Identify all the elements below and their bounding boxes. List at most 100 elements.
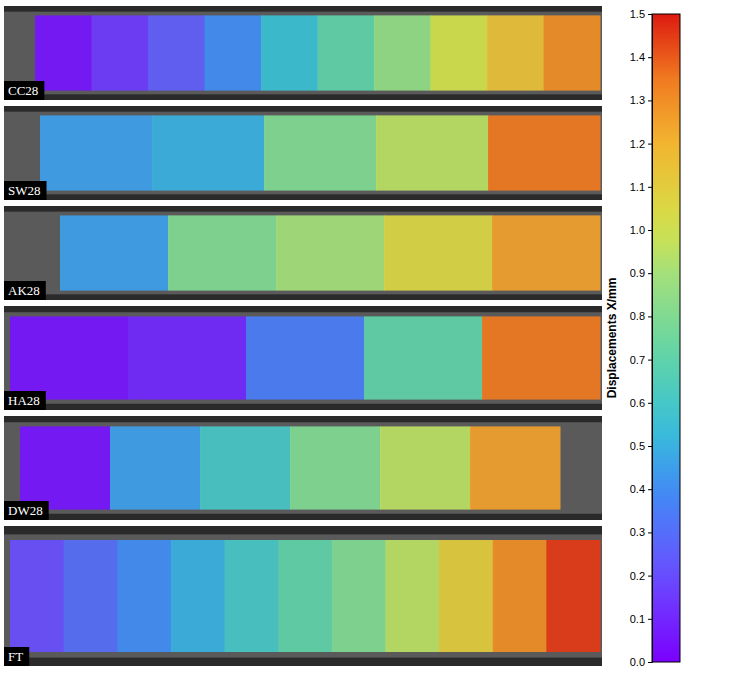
specimen-photo	[4, 534, 602, 657]
displacement-band	[364, 316, 483, 399]
tick-label: 0.8	[630, 310, 645, 322]
tick: 0.5	[630, 440, 652, 452]
tick-mark	[648, 273, 652, 274]
tick-label: 0.2	[630, 570, 645, 582]
displacement-band	[92, 15, 149, 90]
separator	[4, 202, 602, 204]
displacement-band	[40, 115, 153, 190]
tick: 0.7	[630, 354, 652, 366]
tick-mark	[648, 619, 652, 620]
specimen-panel: FT	[4, 526, 602, 666]
tick-label: 1.4	[630, 51, 645, 63]
tick: 1.1	[630, 181, 652, 193]
displacement-band	[276, 215, 385, 290]
colorbar-title: Displacements X/mm	[605, 278, 619, 399]
displacement-field	[10, 316, 601, 399]
displacement-field	[10, 540, 601, 652]
displacement-field	[60, 215, 601, 290]
displacement-band	[110, 426, 201, 509]
tick: 1.5	[630, 8, 652, 20]
tick-label: 0.5	[630, 440, 645, 452]
displacement-band	[225, 540, 279, 652]
tick: 0.6	[630, 397, 652, 409]
specimen-label: DW28	[8, 503, 43, 518]
tick: 0.4	[630, 483, 652, 495]
displacement-band	[487, 15, 544, 90]
specimen-panel: CC28	[4, 6, 602, 100]
specimen-panel: AK28	[4, 206, 602, 300]
displacement-band	[10, 540, 64, 652]
tick-mark	[648, 144, 652, 145]
tick-mark	[648, 576, 652, 577]
separator	[4, 522, 602, 524]
specimen-photo	[4, 12, 602, 95]
displacement-band	[246, 316, 365, 399]
tick-mark	[648, 662, 652, 663]
panel-background	[4, 206, 602, 300]
tick-mark	[648, 532, 652, 533]
tick-label: 0.9	[630, 267, 645, 279]
displacement-band	[200, 426, 291, 509]
displacement-band	[10, 316, 129, 399]
colorbar	[652, 14, 680, 662]
label-box	[4, 501, 49, 520]
label-box	[4, 81, 44, 100]
specimen-label: FT	[8, 649, 23, 664]
separator	[4, 102, 602, 104]
label-box	[4, 181, 47, 200]
specimen-label: SW28	[8, 183, 41, 198]
label-box	[4, 281, 46, 300]
displacement-band	[35, 15, 92, 90]
displacement-band	[380, 426, 471, 509]
tick: 0.8	[630, 310, 652, 322]
tick-mark	[648, 403, 652, 404]
specimen-panel: SW28	[4, 106, 602, 200]
specimen-photo	[4, 112, 602, 195]
tick: 1.2	[630, 138, 652, 150]
tick: 1.4	[630, 51, 652, 63]
displacement-band	[264, 115, 377, 190]
displacement-band	[385, 540, 439, 652]
specimen-photo	[4, 312, 602, 404]
displacement-band	[64, 540, 118, 652]
displacement-band	[384, 215, 493, 290]
panel-background	[4, 416, 602, 520]
specimen-photo	[4, 212, 602, 295]
displacement-field	[20, 426, 561, 509]
displacement-band	[148, 15, 205, 90]
tick-label: 1.1	[630, 181, 645, 193]
tick-mark	[648, 489, 652, 490]
displacement-field	[40, 115, 601, 190]
tick-label: 1.5	[630, 8, 645, 20]
displacement-band	[152, 115, 265, 190]
displacement-band	[546, 540, 600, 652]
tick: 1.0	[630, 224, 652, 236]
label-box	[4, 391, 46, 410]
tick-mark	[648, 57, 652, 58]
displacement-band	[332, 540, 386, 652]
colorbar-axis: 0.00.10.20.30.40.50.60.70.80.91.01.11.21…	[630, 8, 653, 668]
tick-label: 0.7	[630, 354, 645, 366]
tick: 0.2	[630, 570, 652, 582]
tick: 1.3	[630, 94, 652, 106]
displacement-field	[35, 15, 601, 90]
displacement-band	[168, 215, 277, 290]
specimen-panel: HA28	[4, 306, 602, 410]
displacement-band	[171, 540, 225, 652]
displacement-band	[488, 115, 601, 190]
tick-label: 0.6	[630, 397, 645, 409]
displacement-band	[318, 15, 375, 90]
specimen-label: AK28	[8, 283, 40, 298]
tick-label: 1.0	[630, 224, 645, 236]
displacement-band	[278, 540, 332, 652]
displacement-band	[492, 215, 601, 290]
tick-mark	[648, 230, 652, 231]
displacement-band	[60, 215, 169, 290]
tick-label: 1.3	[630, 94, 645, 106]
tick-mark	[648, 316, 652, 317]
displacement-band	[205, 15, 262, 90]
panel-background	[4, 6, 602, 100]
specimen-photo	[4, 422, 602, 514]
tick-label: 0.3	[630, 526, 645, 538]
specimen-panel: DW28	[4, 416, 602, 520]
